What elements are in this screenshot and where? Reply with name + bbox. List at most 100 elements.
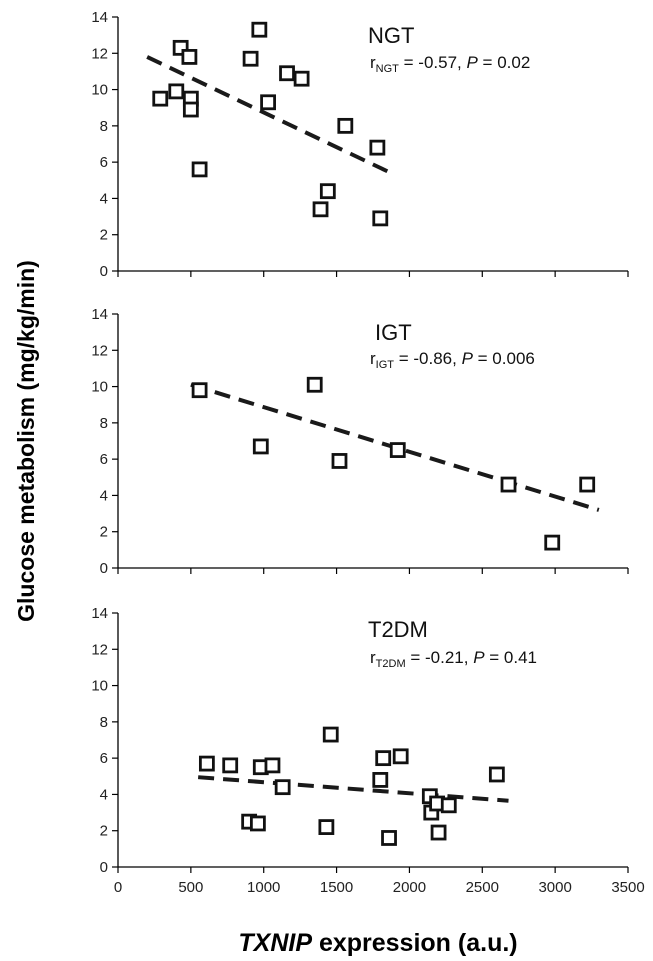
- data-point: [264, 757, 281, 774]
- x-tick-label: 3500: [611, 879, 644, 896]
- data-point: [430, 824, 447, 841]
- y-tick-label: 10: [91, 678, 108, 695]
- data-point: [579, 476, 596, 493]
- data-point: [306, 376, 323, 393]
- data-point: [198, 755, 215, 772]
- x-tick-label: 2000: [393, 879, 426, 896]
- data-point: [375, 750, 392, 767]
- y-tick-label: 6: [100, 750, 108, 767]
- stat-r-subscript: T2DM: [376, 658, 406, 670]
- data-point: [249, 815, 266, 832]
- y-tick-label: 0: [100, 859, 108, 876]
- data-point: [381, 830, 397, 846]
- stat-p-value: = 0.006: [473, 349, 535, 368]
- panel-title: T2DM: [368, 617, 428, 642]
- data-point: [544, 534, 561, 551]
- y-tick-label: 12: [91, 641, 108, 658]
- y-tick-label: 8: [100, 118, 108, 135]
- y-tick-label: 2: [100, 823, 108, 840]
- data-point: [488, 766, 505, 783]
- y-tick-label: 4: [100, 786, 108, 803]
- y-tick-label: 12: [91, 342, 108, 359]
- y-tick-label: 4: [100, 190, 108, 207]
- y-tick-label: 14: [91, 605, 108, 622]
- stat-p-label: P: [462, 349, 474, 368]
- stat-r: r: [370, 648, 376, 667]
- data-point: [331, 453, 348, 469]
- x-axis-title-gene: TXNIP: [238, 929, 312, 957]
- stat-r: r: [370, 53, 376, 72]
- x-tick-label: 2500: [466, 879, 499, 896]
- x-tick-label: 500: [178, 879, 203, 896]
- stat-r: r: [370, 349, 376, 368]
- data-point: [319, 183, 336, 200]
- data-point: [369, 139, 386, 156]
- data-point: [274, 779, 291, 796]
- y-tick-label: 0: [100, 560, 108, 577]
- y-tick-label: 10: [91, 82, 108, 99]
- data-point: [242, 50, 259, 67]
- data-point: [440, 797, 457, 814]
- data-point: [389, 442, 406, 458]
- data-point: [191, 382, 208, 399]
- data-point: [191, 161, 208, 178]
- stat-annotation: rT2DM = -0.21, P = 0.41: [370, 648, 537, 670]
- data-point: [337, 117, 354, 134]
- x-axis-title: TXNIP expression (a.u.): [238, 929, 517, 957]
- stat-p-value: = 0.41: [485, 648, 537, 667]
- stat-annotation: rNGT = -0.57, P = 0.02: [370, 53, 530, 75]
- data-point: [322, 726, 339, 743]
- y-tick-label: 8: [100, 415, 108, 432]
- data-point: [251, 21, 268, 38]
- data-point: [182, 101, 199, 118]
- y-tick-label: 8: [100, 714, 108, 731]
- data-point: [500, 476, 517, 493]
- y-tick-label: 2: [100, 524, 108, 541]
- stat-r-value: = -0.21,: [406, 648, 474, 667]
- y-tick-label: 14: [91, 306, 108, 323]
- y-tick-label: 6: [100, 451, 108, 468]
- data-point: [372, 210, 389, 227]
- y-tick-label: 4: [100, 487, 108, 504]
- data-point: [312, 201, 329, 218]
- stat-r-subscript: NGT: [376, 63, 400, 75]
- stat-p-label: P: [466, 53, 478, 72]
- x-tick-label: 1000: [247, 879, 280, 896]
- trend-line: [146, 55, 396, 177]
- stat-r-subscript: IGT: [376, 359, 395, 371]
- data-point: [222, 757, 239, 774]
- panel-title: IGT: [375, 320, 412, 345]
- y-tick-label: 2: [100, 227, 108, 244]
- y-tick-label: 10: [91, 379, 108, 396]
- stat-annotation: rIGT = -0.86, P = 0.006: [370, 349, 535, 371]
- x-tick-label: 3000: [538, 879, 571, 896]
- data-point: [152, 90, 169, 107]
- x-tick-label: 0: [114, 879, 122, 896]
- y-tick-label: 14: [91, 9, 108, 26]
- y-axis-title: Glucose metabolism (mg/kg/min): [13, 260, 39, 622]
- stat-p-label: P: [473, 648, 485, 667]
- data-point: [181, 49, 198, 65]
- y-tick-label: 0: [100, 263, 108, 280]
- data-point: [168, 83, 185, 100]
- data-point: [252, 438, 269, 455]
- data-point: [260, 94, 276, 111]
- x-axis-title-rest: expression (a.u.): [312, 929, 518, 957]
- stat-r-value: = -0.57,: [399, 53, 467, 72]
- data-point: [318, 819, 335, 835]
- data-point: [293, 70, 310, 87]
- x-tick-label: 1500: [320, 879, 353, 896]
- stat-r-value: = -0.86,: [394, 349, 462, 368]
- panel-title: NGT: [368, 23, 414, 48]
- y-tick-label: 12: [91, 45, 108, 62]
- stat-p-value: = 0.02: [478, 53, 530, 72]
- data-point: [392, 748, 409, 765]
- y-tick-label: 6: [100, 154, 108, 171]
- trend-line: [197, 775, 509, 803]
- data-point: [372, 772, 389, 788]
- panel-t2dm: 0 2 4 6 8 10 12 14 0 500 1000 1500 2000 2500 3000 3500 T…: [91, 605, 644, 896]
